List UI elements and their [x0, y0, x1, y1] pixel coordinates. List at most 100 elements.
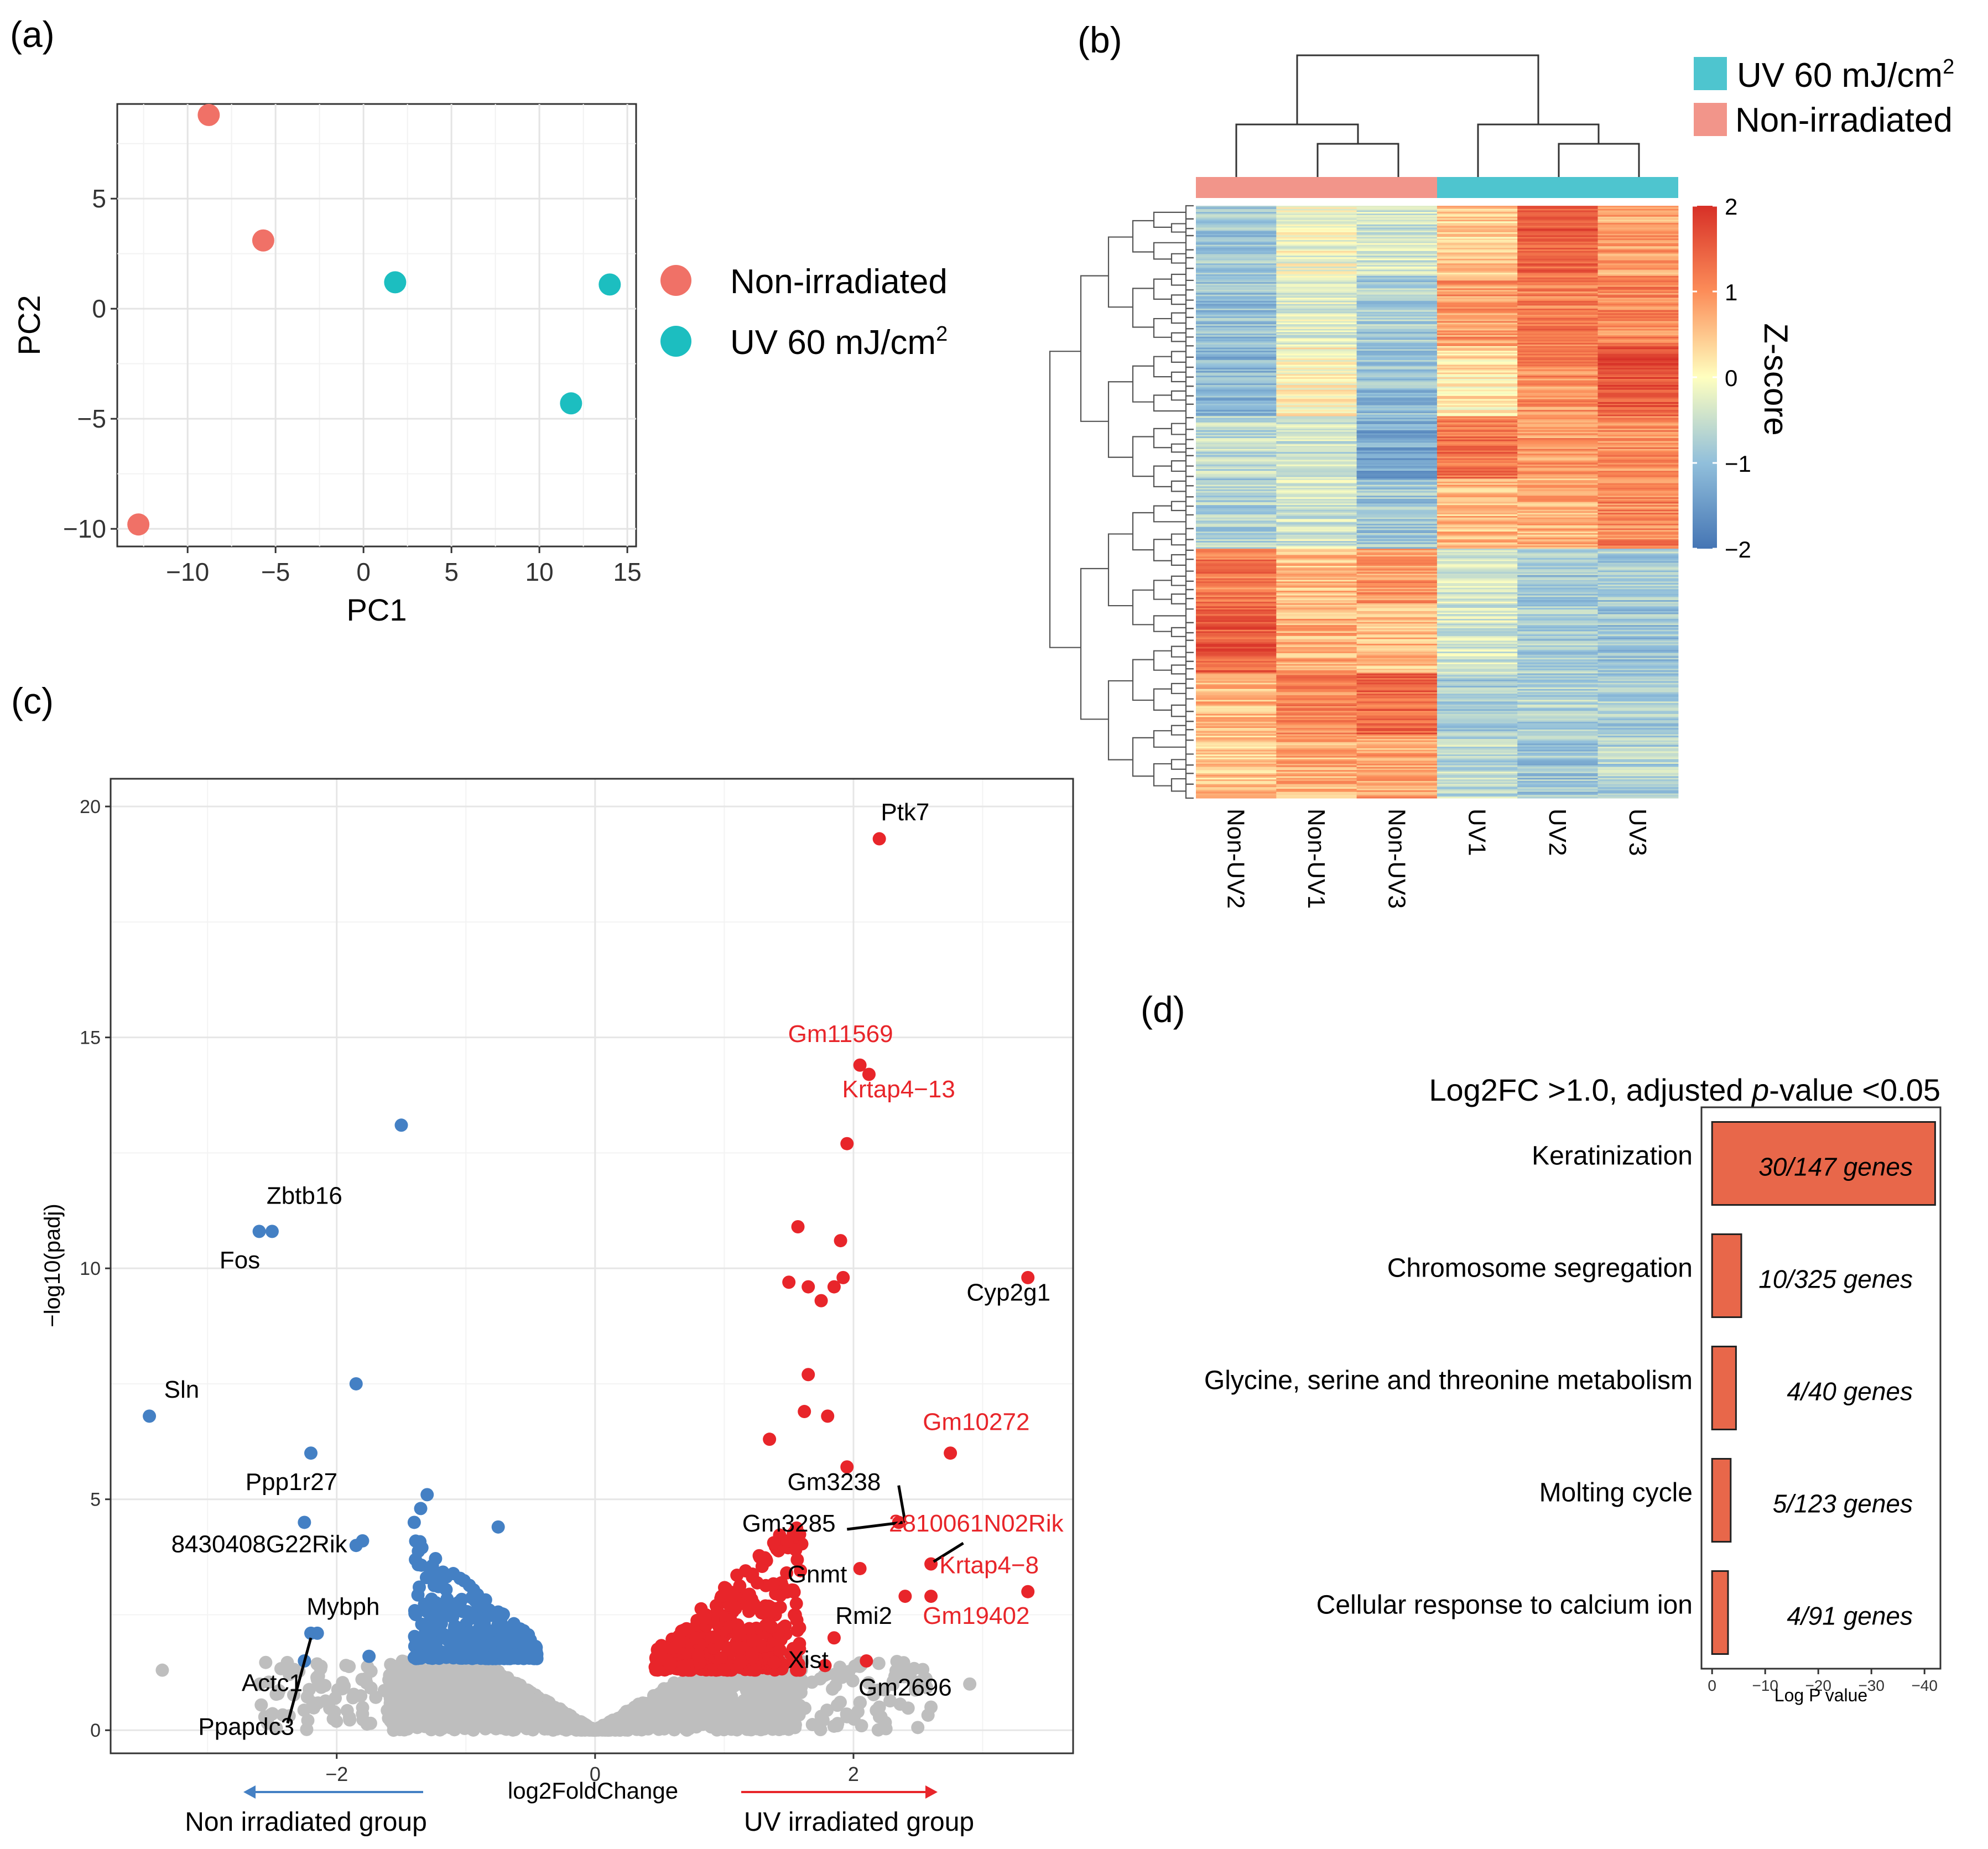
row-dendro-link	[1132, 288, 1154, 328]
heatmap-cell	[1276, 244, 1357, 247]
heatmap-cell	[1517, 779, 1599, 782]
heatmap-cell	[1517, 407, 1599, 409]
heatmap-cell	[1356, 256, 1438, 258]
heatmap-cell	[1196, 694, 1277, 696]
heatmap-cell	[1437, 517, 1518, 520]
heatmap-cell	[1276, 486, 1357, 488]
heatmap-cell	[1196, 497, 1277, 499]
heatmap-cell	[1517, 533, 1599, 535]
heatmap-cell	[1196, 505, 1277, 507]
heatmap-cell	[1356, 257, 1438, 259]
heatmap-cell	[1196, 227, 1277, 230]
heatmap-cell	[1597, 258, 1679, 261]
volcano-point-ns	[532, 1714, 545, 1728]
heatmap-cell	[1276, 271, 1357, 273]
heatmap-cell	[1276, 378, 1357, 381]
heatmap-cell	[1597, 647, 1679, 649]
heatmap-cell	[1276, 492, 1357, 495]
heatmap-cell	[1356, 517, 1438, 520]
heatmap-cell	[1437, 625, 1518, 627]
heatmap-cells	[1196, 206, 1679, 799]
heatmap-cell	[1196, 498, 1277, 501]
heatmap-cell	[1356, 784, 1438, 787]
heatmap-cell	[1517, 600, 1599, 602]
heatmap-cell	[1276, 349, 1357, 351]
heatmap-cell	[1356, 478, 1438, 481]
heatmap-cell	[1597, 584, 1679, 587]
row-dendro-link	[1153, 505, 1186, 523]
heatmap-cell	[1597, 388, 1679, 390]
heatmap-cell	[1597, 576, 1679, 579]
pca-plot-area	[116, 103, 637, 548]
heatmap-cell	[1276, 694, 1357, 696]
heatmap-cell	[1437, 478, 1518, 481]
volcano-point-up	[746, 1634, 760, 1648]
heatmap-cell	[1517, 569, 1599, 571]
heatmap-cell	[1356, 496, 1438, 498]
heatmap-cell	[1196, 489, 1277, 492]
heatmap-cell	[1196, 547, 1277, 549]
heatmap-cell	[1597, 793, 1679, 795]
heatmap-cell	[1597, 274, 1679, 277]
heatmap-cell	[1597, 601, 1679, 604]
heatmap-cell	[1356, 221, 1438, 223]
heatmap-cell	[1196, 240, 1277, 242]
heatmap-cell	[1356, 243, 1438, 246]
heatmap-cell	[1356, 656, 1438, 658]
heatmap-cell	[1517, 380, 1599, 383]
volcano-point-up	[814, 1294, 828, 1308]
heatmap-cell	[1597, 665, 1679, 668]
heatmap-cell	[1276, 762, 1357, 764]
volcano-point-down	[418, 1597, 431, 1611]
heatmap-cell	[1276, 600, 1357, 602]
heatmap-cell	[1276, 500, 1357, 503]
volcano-point-up	[872, 832, 886, 846]
volcano-point-up	[860, 1654, 873, 1668]
heatmap-cell	[1437, 407, 1518, 409]
heatmap-cell	[1517, 412, 1599, 414]
heatmap-sample-label: Non-UV1	[1303, 809, 1330, 909]
heatmap-cell	[1437, 715, 1518, 718]
heatmap-cell	[1196, 598, 1277, 601]
heatmap-cell	[1437, 332, 1518, 334]
heatmap-cell	[1517, 791, 1599, 794]
heatmap-cell	[1356, 393, 1438, 395]
heatmap-cell	[1437, 617, 1518, 619]
heatmap-cell	[1196, 327, 1277, 330]
heatmap-cell	[1597, 223, 1679, 225]
heatmap-cell	[1196, 358, 1277, 361]
heatmap-cell	[1356, 731, 1438, 733]
heatmap-cell	[1196, 418, 1277, 420]
heatmap-cell	[1437, 288, 1518, 290]
heatmap-cell	[1517, 496, 1599, 498]
heatmap-cell	[1356, 446, 1438, 448]
heatmap-cell	[1196, 580, 1277, 582]
heatmap-cell	[1356, 620, 1438, 623]
volcano-point-down	[394, 1118, 408, 1132]
heatmap-cell	[1196, 506, 1277, 509]
heatmap-cell	[1276, 675, 1357, 677]
heatmap-cell	[1276, 729, 1357, 732]
heatmap-cell	[1276, 343, 1357, 345]
volcano-point-ns	[386, 1695, 399, 1709]
heatmap-cell	[1597, 238, 1679, 241]
heatmap-cell	[1356, 380, 1438, 383]
heatmap-cell	[1196, 351, 1277, 353]
heatmap-cell	[1437, 787, 1518, 789]
heatmap-cell	[1517, 731, 1599, 733]
heatmap-cell	[1597, 595, 1679, 598]
heatmap-cell	[1437, 616, 1518, 618]
heatmap-cell	[1196, 581, 1277, 584]
heatmap-cell	[1517, 307, 1599, 309]
row-dendro-link	[1153, 428, 1172, 449]
heatmap-cell	[1356, 231, 1438, 233]
heatmap-cell	[1517, 706, 1599, 709]
heatmap-cell	[1437, 742, 1518, 744]
heatmap-cell	[1276, 728, 1357, 730]
heatmap-cell	[1597, 477, 1679, 479]
heatmap-cell	[1437, 765, 1518, 768]
heatmap-cell	[1196, 648, 1277, 650]
heatmap-cell	[1196, 483, 1277, 486]
volcano-point-ns	[397, 1655, 411, 1669]
heatmap-cell	[1437, 319, 1518, 322]
